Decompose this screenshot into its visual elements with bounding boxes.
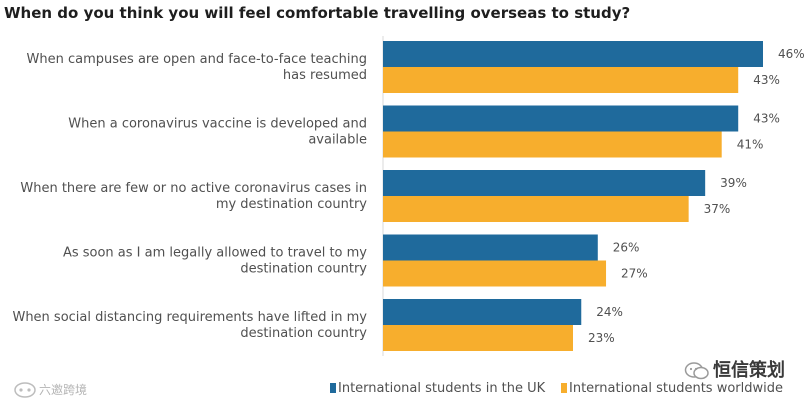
data-label-worldwide: 27% — [621, 267, 648, 281]
bar-worldwide — [383, 325, 573, 351]
data-label-uk: 43% — [753, 112, 780, 126]
watermark-left-text: 六邀跨境 — [39, 382, 88, 397]
category-label-line: destination country — [240, 262, 367, 277]
data-label-worldwide: 41% — [737, 138, 764, 152]
category-label-line: As soon as I am legally allowed to trave… — [63, 246, 367, 261]
bar-worldwide — [383, 67, 739, 93]
bar-uk — [383, 105, 739, 132]
category-label: When campuses are open and face-to-face … — [27, 52, 367, 83]
legend-label-uk: International students in the UK — [338, 381, 546, 396]
data-label-uk: 24% — [596, 305, 623, 319]
category-label-line: destination country — [240, 326, 367, 341]
legend-swatch-uk — [330, 383, 336, 393]
bar-uk — [383, 234, 598, 261]
data-label-uk: 26% — [613, 241, 640, 255]
category-label-line: When there are few or no active coronavi… — [20, 181, 367, 196]
category-label-line: When campuses are open and face-to-face … — [27, 52, 367, 67]
bar-uk — [383, 41, 763, 67]
category-label-line: When a coronavirus vaccine is developed … — [68, 117, 367, 132]
data-label-worldwide: 37% — [704, 202, 731, 216]
watermark-right: 恒信策划 — [684, 356, 785, 382]
data-label-worldwide: 23% — [588, 331, 615, 345]
category-label-line: has resumed — [283, 68, 367, 83]
data-label-uk: 39% — [720, 176, 747, 190]
category-label: When a coronavirus vaccine is developed … — [68, 117, 367, 148]
bar-worldwide — [383, 196, 689, 222]
watermark-left: 六邀跨境 — [14, 381, 87, 399]
category-label-line: When social distancing requirements have… — [12, 310, 367, 325]
category-label: When there are few or no active coronavi… — [20, 181, 367, 212]
legend-swatch-worldwide — [561, 383, 567, 393]
bar-uk — [383, 170, 706, 196]
watermark-logo-icon — [14, 382, 36, 398]
bar-worldwide — [383, 131, 722, 158]
bar-uk — [383, 299, 582, 325]
chart-title: When do you think you will feel comforta… — [4, 4, 631, 22]
wechat-icon — [684, 362, 709, 380]
watermark-right-text: 恒信策划 — [713, 360, 785, 381]
category-label-line: my destination country — [216, 197, 367, 212]
category-label: When social distancing requirements have… — [12, 310, 367, 341]
bar-worldwide — [383, 260, 607, 287]
data-label-worldwide: 43% — [753, 73, 780, 87]
category-label: As soon as I am legally allowed to trave… — [63, 246, 367, 277]
legend-label-worldwide: International students worldwide — [569, 381, 783, 396]
data-label-uk: 46% — [778, 47, 805, 61]
category-label-line: available — [308, 133, 367, 148]
